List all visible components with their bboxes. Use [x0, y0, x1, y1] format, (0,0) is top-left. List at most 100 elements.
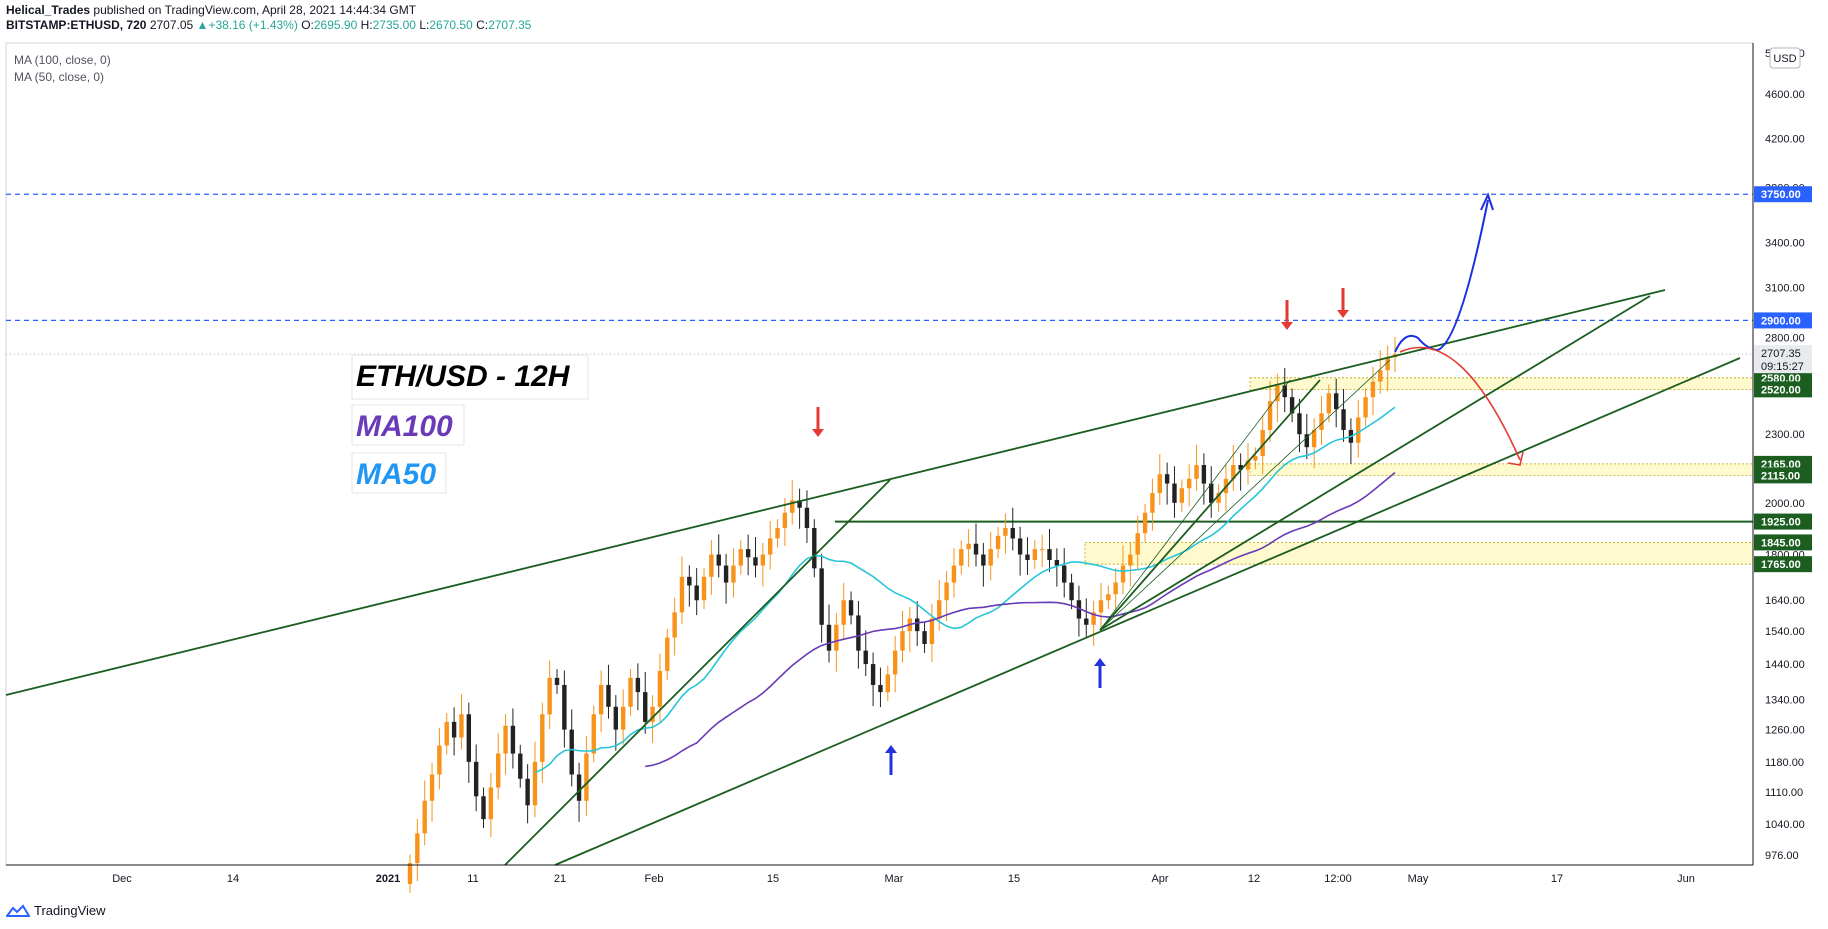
candle-body	[1363, 397, 1368, 418]
open-value: 2695.90	[313, 18, 358, 32]
candle-body	[995, 535, 1001, 550]
trend-line	[1099, 379, 1321, 631]
candle-body	[1297, 413, 1302, 435]
close-label: C:	[476, 18, 489, 32]
price-label-box	[1754, 556, 1812, 573]
time-tick-label: 14	[227, 873, 239, 885]
open-label: O:	[301, 18, 314, 32]
candle-body	[1047, 549, 1052, 561]
candle-body	[1106, 594, 1111, 601]
candle-body	[1333, 393, 1339, 410]
candle-body	[540, 714, 545, 762]
candle-body	[731, 565, 736, 583]
time-tick-label: 15	[767, 873, 779, 885]
price-tick-label: 2300.00	[1765, 429, 1805, 441]
candle-body	[709, 554, 714, 577]
candle-body	[481, 796, 486, 820]
trend-line	[504, 479, 891, 866]
candle-body	[826, 624, 832, 651]
price-label-text: 1925.00	[1761, 517, 1801, 529]
down-arrow-head-icon	[812, 429, 824, 437]
candle-body	[1069, 582, 1074, 601]
currency-badge[interactable]	[1769, 47, 1801, 69]
price-label-text: 2115.00	[1761, 470, 1800, 482]
price-label-box	[1754, 186, 1812, 203]
candle-body	[1209, 483, 1214, 503]
candle-body	[643, 692, 648, 722]
publish-info: Helical_Trades published on TradingView.…	[6, 3, 416, 17]
candle-body	[1341, 409, 1346, 430]
published-text: published on TradingView.com, April 28, …	[93, 3, 417, 17]
price-tick-label: 1540.00	[1765, 626, 1805, 638]
candle-body	[532, 761, 538, 806]
price-tick-label: 4200.00	[1765, 134, 1805, 146]
up-triangle-icon: ▲	[196, 18, 209, 32]
candle-body	[1186, 478, 1192, 489]
candle-body	[767, 538, 773, 555]
candle-body	[1260, 429, 1265, 457]
time-tick-label: Mar	[885, 873, 904, 885]
price-tick-label: 4600.00	[1765, 89, 1805, 101]
candle-body	[437, 745, 442, 775]
time-tick-label: 21	[554, 873, 566, 885]
ma-layer	[534, 406, 1396, 774]
price-label-text: 1765.00	[1761, 559, 1801, 571]
candle-body	[429, 774, 435, 801]
candle-body	[451, 721, 457, 738]
candle-body	[723, 565, 729, 583]
symbol-label[interactable]: BITSTAMP:ETHUSD, 720	[6, 18, 147, 32]
price-label-text: 3750.00	[1761, 189, 1801, 201]
up-arrow-head-icon	[1094, 658, 1106, 666]
candle-body	[944, 582, 949, 601]
candle-body	[496, 753, 501, 788]
candle-body	[1142, 512, 1148, 534]
candle-body	[1076, 600, 1082, 619]
price-tick-label: 1640.00	[1765, 595, 1805, 607]
price-tick-label: 1260.00	[1765, 725, 1805, 737]
candle-body	[510, 725, 516, 754]
indicator-ma100-legend[interactable]: MA (100, close, 0)	[14, 53, 111, 67]
candle-body	[701, 576, 707, 601]
candle-body	[804, 507, 810, 528]
candle-body	[1032, 549, 1038, 561]
candle-body	[547, 677, 552, 715]
candle-body	[657, 670, 663, 707]
candle-body	[407, 863, 413, 885]
candle-body	[1245, 460, 1251, 470]
close-value: 2707.35	[488, 18, 532, 32]
candle-body	[1084, 618, 1089, 625]
candle-body	[635, 677, 641, 693]
candle-body	[1164, 474, 1170, 484]
candle-body	[915, 618, 920, 632]
trend-line	[1099, 295, 1651, 631]
candle-body	[488, 787, 494, 820]
candle-body	[562, 684, 567, 730]
candle-body	[554, 677, 560, 685]
candle-body	[922, 631, 927, 645]
currency-label: USD	[1773, 53, 1796, 65]
time-tick-label: Apr	[1151, 873, 1168, 885]
author-name[interactable]: Helical_Trades	[6, 3, 91, 17]
price-tick-label: 1040.00	[1765, 819, 1805, 831]
candle-body	[937, 600, 942, 619]
price-label-text: 2520.00	[1761, 384, 1801, 396]
last-price: 2707.05	[149, 18, 194, 32]
time-tick-label: Feb	[645, 873, 664, 885]
candle-body	[422, 800, 427, 834]
time-axis[interactable]: Dec 14 2021 11 21 Feb 15 Mar 15 Apr 12 12:00 May 17 Ju…	[112, 873, 1695, 885]
chart-canvas[interactable]: 5000.004600.004200.003800.003400.003100.…	[0, 0, 1828, 900]
candle-body	[569, 729, 574, 775]
tradingview-brand[interactable]: TradingView	[6, 903, 106, 918]
candle-body	[973, 543, 979, 555]
bearish-arrowhead-icon	[1507, 451, 1524, 466]
price-axis[interactable]: 5000.004600.004200.003800.003400.003100.…	[1754, 48, 1812, 862]
candle-body	[1326, 393, 1332, 414]
candle-body	[966, 543, 971, 550]
ma100-line	[645, 472, 1396, 768]
price-label-box	[1754, 467, 1812, 484]
indicator-ma50-legend[interactable]: MA (50, close, 0)	[14, 70, 104, 84]
candle-body	[584, 753, 589, 801]
symbol-info: BITSTAMP:ETHUSD, 720 2707.05 ▲+38.16 (+1…	[6, 18, 531, 32]
candle-body	[650, 706, 655, 722]
candle-body	[1370, 381, 1376, 398]
